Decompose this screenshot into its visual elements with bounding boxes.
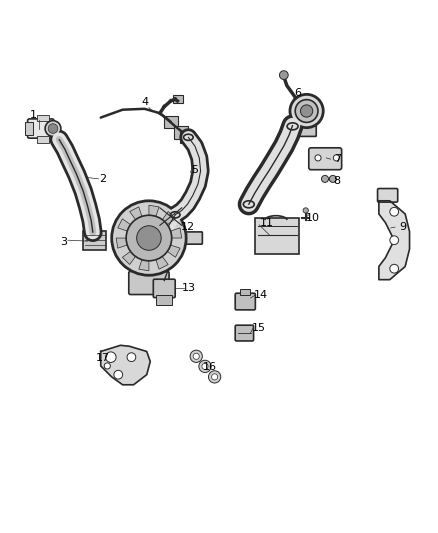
FancyBboxPatch shape — [235, 325, 254, 341]
Circle shape — [48, 124, 58, 133]
Text: 17: 17 — [96, 353, 110, 364]
Text: 6: 6 — [294, 88, 301, 99]
FancyBboxPatch shape — [255, 219, 299, 254]
Text: 2: 2 — [99, 174, 106, 184]
Circle shape — [137, 226, 161, 251]
Circle shape — [295, 100, 318, 123]
FancyBboxPatch shape — [235, 293, 255, 310]
Circle shape — [390, 207, 399, 216]
Text: 8: 8 — [334, 176, 341, 186]
Text: 16: 16 — [203, 362, 217, 372]
Polygon shape — [130, 207, 142, 220]
FancyBboxPatch shape — [240, 289, 250, 295]
Polygon shape — [162, 212, 176, 224]
Polygon shape — [116, 238, 127, 248]
Polygon shape — [122, 252, 135, 264]
Text: 14: 14 — [254, 290, 268, 300]
Circle shape — [202, 364, 208, 369]
Text: 12: 12 — [181, 222, 195, 232]
FancyBboxPatch shape — [156, 295, 172, 304]
Circle shape — [193, 353, 199, 359]
Circle shape — [329, 175, 336, 182]
FancyBboxPatch shape — [297, 126, 316, 136]
Text: 7: 7 — [334, 154, 341, 164]
Circle shape — [45, 120, 61, 136]
Circle shape — [126, 215, 172, 261]
Circle shape — [321, 175, 328, 182]
Text: 1: 1 — [29, 110, 36, 120]
FancyBboxPatch shape — [180, 131, 194, 143]
FancyBboxPatch shape — [173, 95, 183, 103]
Text: 3: 3 — [60, 237, 67, 247]
Text: 5: 5 — [191, 165, 198, 175]
Polygon shape — [149, 205, 159, 216]
Circle shape — [300, 105, 313, 117]
FancyBboxPatch shape — [25, 122, 33, 135]
Text: 9: 9 — [399, 222, 406, 232]
Polygon shape — [170, 228, 182, 238]
Text: 15: 15 — [251, 323, 265, 333]
Circle shape — [112, 201, 186, 275]
Polygon shape — [139, 260, 149, 271]
FancyBboxPatch shape — [129, 271, 169, 295]
Circle shape — [333, 155, 339, 161]
FancyBboxPatch shape — [174, 126, 188, 139]
Circle shape — [208, 371, 221, 383]
Polygon shape — [156, 256, 168, 269]
Circle shape — [127, 353, 136, 361]
FancyBboxPatch shape — [83, 231, 106, 250]
Circle shape — [279, 71, 288, 79]
Circle shape — [104, 363, 110, 369]
Circle shape — [106, 352, 116, 362]
Circle shape — [303, 208, 308, 213]
FancyBboxPatch shape — [183, 232, 202, 244]
FancyBboxPatch shape — [378, 189, 398, 202]
Circle shape — [315, 155, 321, 161]
Circle shape — [212, 374, 218, 380]
FancyBboxPatch shape — [28, 119, 54, 138]
Text: 13: 13 — [181, 284, 195, 293]
FancyBboxPatch shape — [309, 148, 342, 169]
Polygon shape — [101, 345, 150, 385]
Polygon shape — [118, 219, 131, 231]
FancyBboxPatch shape — [164, 116, 178, 128]
Circle shape — [390, 264, 399, 273]
Circle shape — [190, 350, 202, 362]
Polygon shape — [167, 245, 180, 257]
Polygon shape — [379, 201, 410, 280]
Text: 11: 11 — [260, 217, 274, 228]
FancyBboxPatch shape — [37, 136, 49, 142]
Circle shape — [114, 370, 123, 379]
FancyBboxPatch shape — [37, 115, 49, 120]
Circle shape — [199, 360, 211, 373]
Circle shape — [290, 94, 323, 128]
Text: 4: 4 — [141, 97, 148, 107]
Text: 10: 10 — [306, 213, 320, 223]
Circle shape — [390, 236, 399, 245]
FancyBboxPatch shape — [153, 279, 175, 297]
